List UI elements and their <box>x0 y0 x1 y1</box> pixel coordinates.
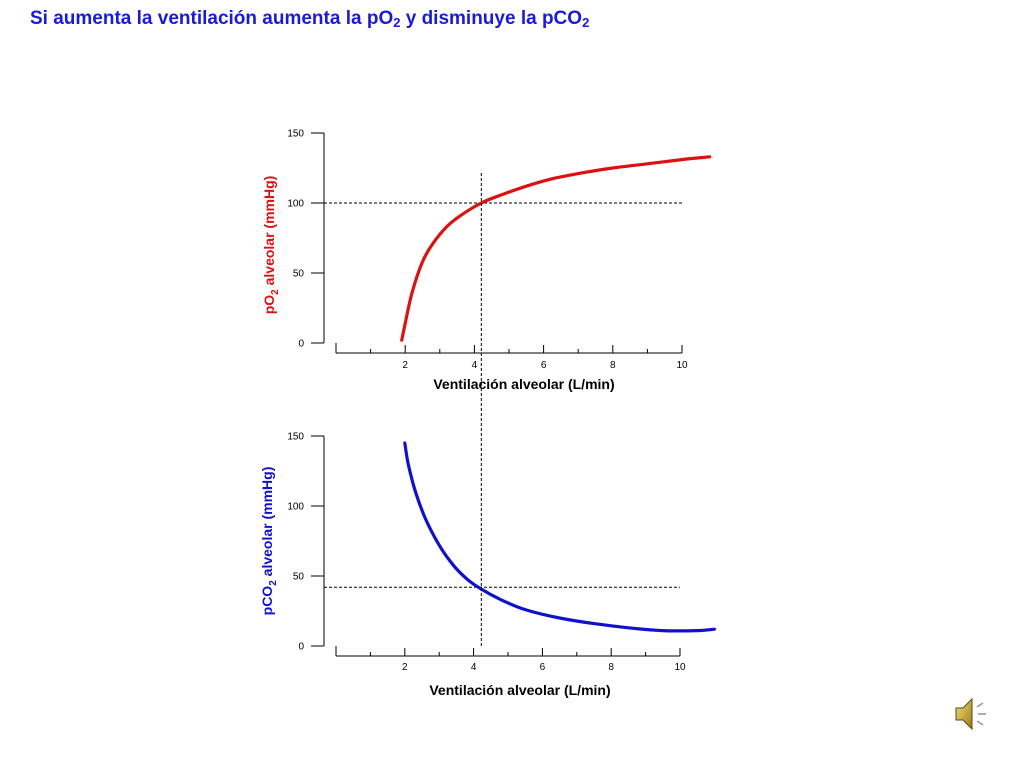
x-tick-label: 10 <box>676 360 688 371</box>
x-tick-label: 8 <box>608 662 614 673</box>
x-tick-label: 6 <box>540 662 546 673</box>
y-tick-label: 150 <box>287 432 304 443</box>
y-tick-label: 100 <box>287 199 304 210</box>
x-tick-label: 6 <box>541 360 547 371</box>
x-axis-label: Ventilación alveolar (L/min) <box>429 682 610 698</box>
series-line <box>400 155 712 342</box>
speaker-icon[interactable] <box>950 694 990 734</box>
x-tick-label: 4 <box>471 662 477 673</box>
x-axis-label: Ventilación alveolar (L/min) <box>433 376 614 392</box>
slide-title: Si aumenta la ventilación aumenta la pO2… <box>30 8 590 30</box>
y-tick-label: 50 <box>293 269 305 280</box>
y-tick-label: 0 <box>298 339 304 350</box>
y-tick-label: 100 <box>287 502 304 513</box>
po2-chart: 0 50 100 150 2 4 6 8 10 Ventilación alveolar (L/m… <box>261 129 712 392</box>
y-axis-label: pCO2 alveolar (mmHg) <box>259 467 279 616</box>
y-tick-label: 150 <box>287 129 304 140</box>
pco2-chart: 0 50 100 150 2 4 6 8 10 Ventilación alveolar (L/m… <box>259 432 716 698</box>
y-axis-label: pO2 alveolar (mmHg) <box>261 176 281 315</box>
x-tick-label: 8 <box>610 360 616 371</box>
x-tick-label: 2 <box>402 360 408 371</box>
y-tick-label: 0 <box>298 642 304 653</box>
x-tick-label: 10 <box>674 662 686 673</box>
x-tick-label: 4 <box>472 360 478 371</box>
x-tick-label: 2 <box>402 662 408 673</box>
series-line <box>403 441 716 633</box>
y-tick-label: 50 <box>293 572 305 583</box>
